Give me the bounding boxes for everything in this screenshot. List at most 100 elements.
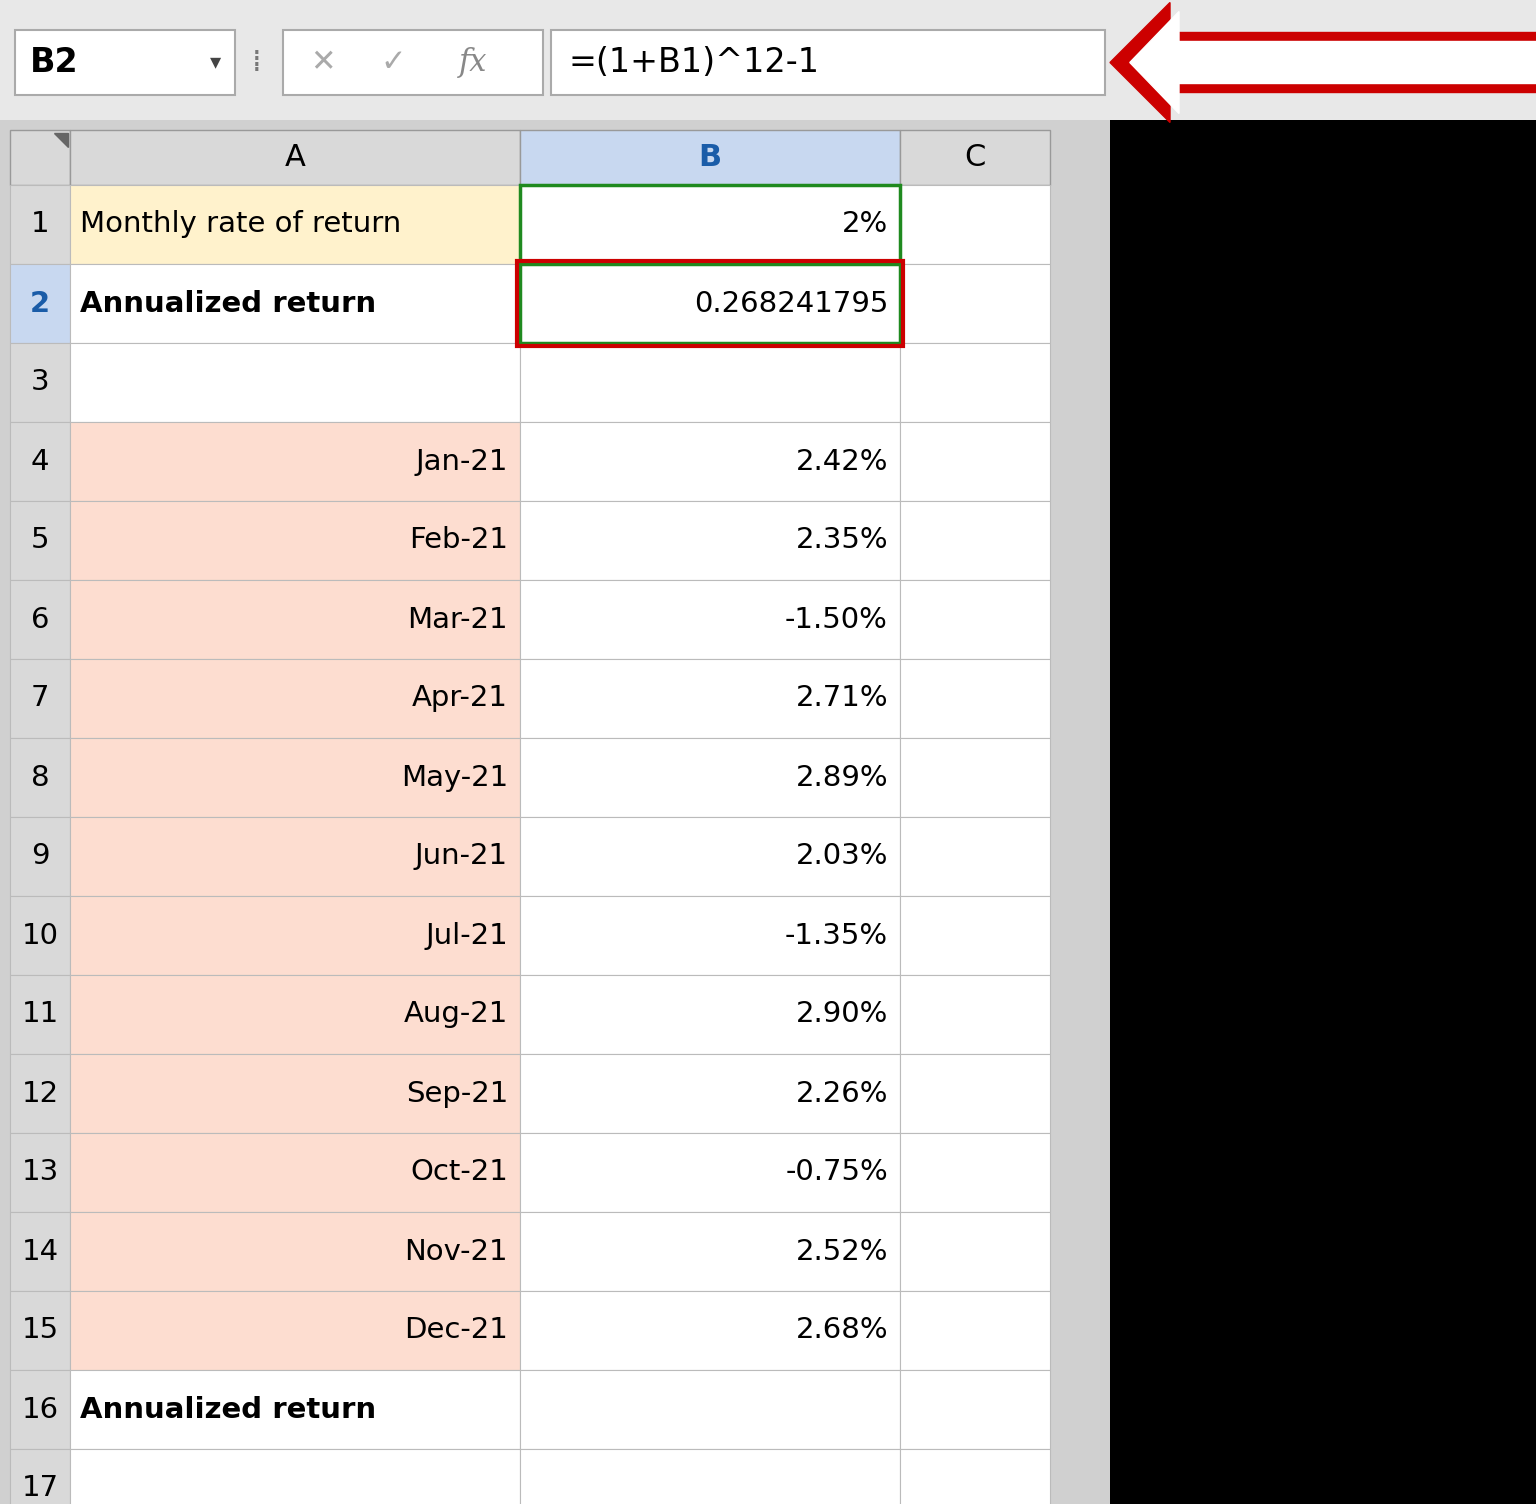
Text: Monthly rate of return: Monthly rate of return (80, 211, 401, 239)
Bar (521, 738, 900, 817)
Text: May-21: May-21 (401, 764, 508, 791)
Text: 10: 10 (22, 922, 58, 949)
Bar (521, 1448, 900, 1504)
Bar (900, 423, 1051, 501)
Text: 2.71%: 2.71% (796, 684, 888, 713)
Bar (521, 1133, 900, 1212)
Bar (71, 129, 521, 185)
Bar (900, 817, 1051, 896)
Bar (11, 896, 71, 975)
Bar (521, 501, 900, 581)
Bar (900, 129, 1051, 185)
Bar (71, 1290, 521, 1370)
Bar (521, 1290, 900, 1370)
Text: Jan-21: Jan-21 (416, 448, 508, 475)
Text: Oct-21: Oct-21 (410, 1158, 508, 1187)
Text: A: A (284, 143, 306, 171)
Bar (71, 975, 521, 1054)
Polygon shape (1111, 3, 1536, 122)
Bar (521, 659, 900, 738)
Bar (283, 30, 544, 95)
Bar (900, 975, 1051, 1054)
Bar (71, 896, 521, 975)
Text: 16: 16 (22, 1396, 58, 1423)
Text: 8: 8 (31, 764, 49, 791)
Text: 2.90%: 2.90% (796, 1000, 888, 1029)
Bar (11, 1133, 71, 1212)
Bar (11, 1054, 71, 1133)
Text: 9: 9 (31, 842, 49, 871)
Text: -0.75%: -0.75% (785, 1158, 888, 1187)
Bar (11, 265, 71, 343)
Text: 0.268241795: 0.268241795 (694, 289, 888, 317)
Text: 2.89%: 2.89% (796, 764, 888, 791)
Text: 2.42%: 2.42% (796, 448, 888, 475)
Text: 17: 17 (22, 1474, 58, 1502)
Bar (900, 659, 1051, 738)
Bar (71, 581, 521, 659)
Text: Annualized return: Annualized return (80, 289, 376, 317)
Text: ▾: ▾ (209, 53, 221, 72)
Bar (71, 1212, 521, 1290)
Text: Aug-21: Aug-21 (404, 1000, 508, 1029)
Text: ⁞: ⁞ (252, 48, 261, 77)
Text: Annualized return: Annualized return (80, 1396, 376, 1423)
Bar (521, 185, 900, 265)
Text: Jul-21: Jul-21 (425, 922, 508, 949)
Polygon shape (54, 132, 68, 147)
Text: =(1+B1)^12-1: =(1+B1)^12-1 (568, 47, 820, 80)
Bar (11, 975, 71, 1054)
Bar (11, 129, 71, 185)
Bar (521, 1212, 900, 1290)
Bar (551, 30, 1104, 95)
Bar (521, 896, 900, 975)
Bar (900, 501, 1051, 581)
Bar (11, 738, 71, 817)
Bar (71, 501, 521, 581)
Text: 2.68%: 2.68% (796, 1316, 888, 1345)
Bar (11, 1448, 71, 1504)
Bar (521, 581, 900, 659)
Text: 2.52%: 2.52% (796, 1238, 888, 1265)
Text: -1.35%: -1.35% (785, 922, 888, 949)
Bar (11, 1370, 71, 1448)
Bar (521, 1054, 900, 1133)
Bar (71, 423, 521, 501)
Text: Dec-21: Dec-21 (404, 1316, 508, 1345)
Bar (71, 659, 521, 738)
Bar (521, 975, 900, 1054)
Bar (71, 343, 521, 423)
Bar (521, 265, 900, 343)
Bar (900, 1054, 1051, 1133)
Bar (0, 0, 1111, 1504)
Text: Jun-21: Jun-21 (415, 842, 508, 871)
Bar (71, 185, 521, 265)
Bar (11, 423, 71, 501)
Bar (900, 738, 1051, 817)
Text: 2%: 2% (842, 211, 888, 239)
Text: 2: 2 (29, 289, 51, 317)
Text: 3: 3 (31, 368, 49, 397)
Bar (71, 1133, 521, 1212)
Bar (15, 30, 235, 95)
Text: 15: 15 (22, 1316, 58, 1345)
Polygon shape (1130, 12, 1536, 113)
Bar (71, 1448, 521, 1504)
Text: fx: fx (459, 47, 487, 78)
Text: 4: 4 (31, 448, 49, 475)
Text: 5: 5 (31, 526, 49, 555)
Text: 14: 14 (22, 1238, 58, 1265)
Bar (900, 896, 1051, 975)
Text: 2.26%: 2.26% (796, 1080, 888, 1107)
Bar (11, 1212, 71, 1290)
Bar (71, 265, 521, 343)
Bar (0, 0, 1536, 120)
Bar (71, 1370, 521, 1448)
Bar (11, 1290, 71, 1370)
Text: 0.268241795: 0.268241795 (694, 289, 888, 317)
Bar (71, 738, 521, 817)
Bar (900, 1133, 1051, 1212)
Bar (11, 581, 71, 659)
Bar (521, 1370, 900, 1448)
Text: ✓: ✓ (381, 48, 406, 77)
